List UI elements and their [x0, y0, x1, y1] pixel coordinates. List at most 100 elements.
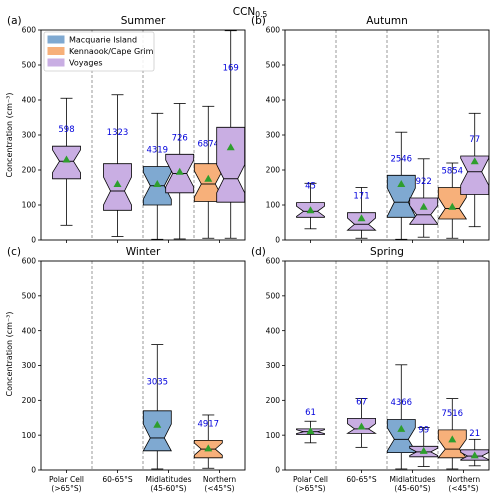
plot-frame [40, 29, 246, 241]
y-tick-label: 300 [22, 131, 37, 140]
x-tick-label-sub: (45-60°S) [394, 484, 430, 493]
x-tick-label-sub: (>65°S) [295, 484, 325, 493]
panel-label: (c) [7, 246, 21, 258]
panel-title: Winter [126, 246, 161, 258]
mean-marker [448, 202, 457, 210]
y-tick-label: 0 [275, 466, 280, 475]
sample-count-label: 45 [305, 182, 316, 192]
panel-title: Summer [121, 15, 166, 27]
y-axis-label-bottom: Concentration (cm⁻³) [5, 312, 14, 397]
sample-count-label: 922 [416, 177, 432, 187]
sample-count-label: 21 [469, 429, 480, 439]
mean-marker [62, 155, 71, 163]
legend-box [43, 31, 155, 72]
box-voyages: 169 [216, 30, 246, 239]
sample-count-label: 7516 [441, 409, 463, 419]
y-tick-label: 100 [266, 431, 281, 440]
x-tick-label: 60-65°S [346, 475, 377, 484]
legend: Macquarie Island Kennaook/Cape Grim Voyage… [43, 31, 155, 72]
y-tick-label: 300 [22, 361, 37, 370]
y-tick-label: 600 [22, 26, 37, 35]
box-voyages: 77 [460, 112, 490, 228]
box-voyages: 61 [296, 408, 325, 444]
mean-marker [357, 422, 366, 430]
box-voyages: 21 [460, 429, 490, 467]
panel-label: (b) [251, 15, 266, 27]
sample-count-label: 2546 [390, 154, 412, 164]
panel-title: Autumn [366, 15, 408, 27]
box-body [142, 410, 172, 452]
box-voyages: 726 [165, 103, 195, 240]
sample-count-label: 67 [356, 397, 367, 407]
panel-spring: 0 100 200 300 400 500 600 Polar Cell(>65°S) 60-6… [251, 246, 490, 493]
box-voyages: 67 [346, 397, 377, 448]
y-tick-label: 600 [22, 257, 37, 266]
mean-marker [153, 180, 162, 187]
box-voyages: 45 [296, 182, 325, 230]
y-tick-label: 100 [22, 431, 37, 440]
mean-marker [470, 157, 479, 165]
y-tick-label: 400 [22, 96, 37, 105]
y-tick-label: 200 [266, 166, 281, 175]
sample-count-label: 171 [353, 192, 369, 202]
mean-marker [470, 451, 479, 459]
figure-title-subscript: 0.5 [255, 10, 267, 19]
x-tick-label: Midlatitudes [390, 475, 436, 484]
panel-summer: 0 100 200 300 400 500 600 598 1323 4319 726 6874 169… [7, 15, 246, 245]
sample-count-label: 3035 [146, 378, 168, 388]
x-tick-label: Northern [203, 475, 237, 484]
y-tick-label: 400 [266, 326, 281, 335]
box-voyages: 598 [52, 97, 81, 226]
y-tick-label: 200 [22, 166, 37, 175]
panel-title: Spring [370, 246, 404, 258]
x-tick-label: Polar Cell [49, 475, 84, 484]
mean-marker [397, 180, 406, 187]
mean-marker [306, 206, 315, 214]
y-tick-label: 300 [266, 361, 281, 370]
y-tick-label: 200 [266, 396, 281, 405]
box-macquarie: 4319 [142, 112, 172, 240]
sample-count-label: 77 [469, 135, 480, 145]
sample-count-label: 5854 [441, 167, 463, 177]
sample-count-label: 4366 [390, 398, 412, 408]
mean-marker [419, 446, 428, 454]
y-tick-label: 500 [266, 292, 281, 301]
sample-count-label: 1323 [107, 128, 129, 138]
y-tick-label: 100 [266, 201, 281, 210]
mean-marker [204, 174, 213, 182]
plot-frame [284, 260, 490, 471]
mean-marker [204, 444, 213, 452]
sample-count-label: 169 [223, 64, 239, 74]
plot-frame [40, 260, 246, 471]
sample-count-label: 726 [172, 133, 188, 143]
sample-count-label: 4917 [197, 419, 219, 429]
x-tick-label-sub: (>65°S) [51, 484, 81, 493]
mean-marker [226, 143, 235, 151]
mean-marker [397, 424, 406, 432]
mean-marker [419, 202, 428, 210]
panel-label: (d) [251, 246, 266, 258]
x-tick-label: Midlatitudes [146, 475, 192, 484]
x-tick-label: 60-65°S [102, 475, 133, 484]
y-tick-label: 200 [22, 396, 37, 405]
box-voyages: 171 [346, 187, 377, 239]
box-kennaook: 7516 [437, 398, 468, 470]
box-kennaook: 4917 [193, 414, 223, 469]
legend-swatch [47, 58, 65, 67]
mean-marker [357, 214, 366, 222]
mean-marker [448, 435, 457, 443]
box-macquarie: 4366 [386, 364, 416, 470]
box-kennaook: 5854 [437, 162, 468, 239]
x-tick-label: Northern [447, 475, 481, 484]
panel-winter: 0 100 200 300 400 500 600 Polar Cell(>65°S) 60-6… [7, 246, 246, 493]
legend-label: Macquarie Island [69, 36, 137, 45]
legend-swatch [47, 47, 65, 55]
legend-swatch [47, 35, 65, 44]
plot-frame [284, 29, 490, 241]
y-tick-label: 500 [22, 61, 37, 70]
y-tick-label: 300 [266, 131, 281, 140]
y-tick-label: 400 [266, 96, 281, 105]
box-voyages: 922 [409, 158, 439, 238]
sample-count-label: 4319 [146, 146, 168, 156]
